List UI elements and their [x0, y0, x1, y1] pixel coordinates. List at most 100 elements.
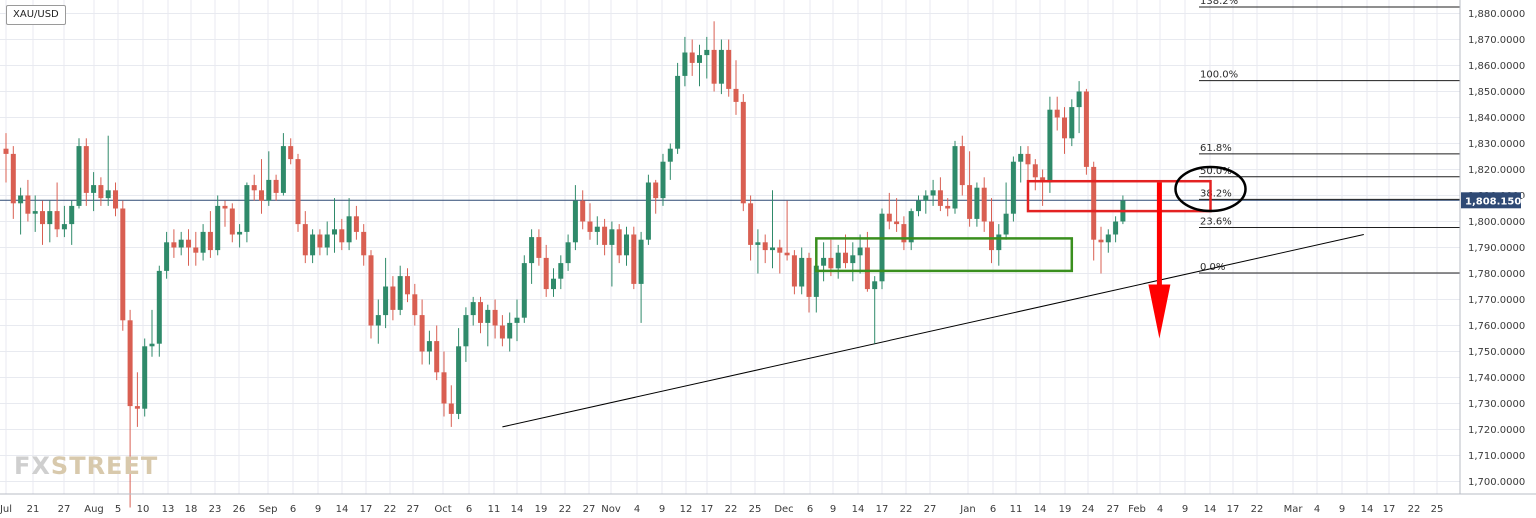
x-tick-label: 17 — [1227, 504, 1240, 515]
candle — [310, 229, 316, 264]
candle — [229, 203, 235, 243]
support-zone-box — [815, 237, 1074, 273]
candle — [346, 198, 352, 251]
candle-body — [711, 49, 717, 84]
candle — [332, 198, 337, 253]
candle — [76, 138, 82, 209]
candle-body — [156, 270, 162, 344]
candle — [784, 200, 790, 261]
candle-body — [675, 75, 681, 149]
candle — [244, 182, 250, 243]
x-tick-label: Aug — [84, 504, 104, 515]
candle-body — [894, 221, 900, 225]
candle — [675, 62, 681, 154]
candle — [507, 312, 513, 352]
candle-body — [368, 255, 374, 326]
candle — [711, 21, 717, 92]
candle-body — [113, 190, 118, 209]
candle-body — [660, 161, 666, 199]
candle-body — [375, 315, 381, 326]
x-tick-label: Feb — [1128, 504, 1146, 515]
symbol-label: XAU/USD — [6, 5, 66, 25]
grid-layer — [0, 0, 1460, 494]
candle-body — [784, 252, 790, 256]
candle — [317, 229, 323, 256]
candle-body — [266, 179, 272, 201]
candle — [1003, 182, 1009, 240]
candle — [288, 138, 294, 165]
candle-body — [762, 242, 768, 251]
candle-body — [704, 49, 710, 56]
candle — [361, 224, 367, 266]
candle-body — [288, 146, 294, 160]
candle — [178, 231, 184, 256]
candle-body — [412, 294, 418, 316]
x-tick-label: 21 — [27, 504, 40, 515]
candle — [368, 250, 374, 339]
candle — [624, 226, 629, 266]
candle-body — [748, 203, 754, 245]
candle — [25, 179, 31, 222]
candle — [113, 182, 118, 217]
x-tick-label: 17 — [876, 504, 889, 515]
candle — [864, 231, 870, 292]
candle-body — [996, 234, 1002, 251]
candle — [353, 205, 359, 240]
candle — [521, 255, 527, 323]
candle — [894, 198, 900, 232]
candle-body — [718, 49, 724, 84]
x-tick-label: 11 — [1010, 504, 1023, 515]
candle — [405, 268, 410, 303]
x-tick-label: 10 — [137, 504, 150, 515]
candle-body — [791, 255, 797, 287]
candle-body — [1113, 221, 1119, 235]
candle-body — [164, 242, 170, 271]
x-tick-label: 6 — [290, 504, 296, 515]
candle-body — [40, 211, 45, 225]
candle — [704, 36, 710, 79]
candle — [1040, 169, 1046, 206]
candle — [638, 231, 644, 323]
candle — [295, 153, 301, 232]
candle-body — [485, 309, 491, 323]
candle-body — [499, 325, 505, 339]
x-tick-label: 17 — [360, 504, 373, 515]
candle — [689, 39, 695, 76]
candle-body — [536, 237, 542, 258]
y-tick-label: 1,770.0000 — [1468, 295, 1525, 306]
candle-body — [32, 211, 38, 214]
candle-body — [843, 252, 848, 264]
current-price-value: 1,808.1500 — [1465, 196, 1528, 207]
candle-body — [952, 146, 958, 209]
candle-body — [178, 239, 184, 248]
candle-body — [229, 208, 235, 235]
candle — [456, 328, 462, 420]
candle-body — [346, 216, 352, 243]
candle-body — [543, 257, 549, 290]
candle-body — [1025, 153, 1031, 165]
candle — [142, 338, 148, 417]
candle-body — [558, 263, 564, 279]
candle — [383, 257, 389, 329]
y-tick-label: 1,720.0000 — [1468, 425, 1525, 436]
candle — [302, 211, 308, 264]
x-tick-label: Nov — [601, 504, 621, 515]
candle-body — [69, 205, 75, 225]
candle — [945, 198, 951, 217]
fib-level-label: 138.2% — [1200, 0, 1238, 7]
candle-body — [1040, 177, 1046, 183]
candle — [1076, 81, 1082, 134]
candle-body — [448, 403, 454, 414]
candle — [580, 190, 586, 230]
candle — [857, 234, 863, 274]
candle-body — [186, 239, 191, 248]
x-tick-label: 9 — [830, 504, 836, 515]
candle-body — [923, 195, 929, 201]
candle — [207, 211, 213, 258]
candle — [952, 140, 958, 214]
candle-body — [434, 341, 440, 373]
candle-body — [930, 190, 936, 196]
candle-body — [908, 211, 914, 243]
y-tick-label: 1,840.0000 — [1468, 113, 1525, 124]
